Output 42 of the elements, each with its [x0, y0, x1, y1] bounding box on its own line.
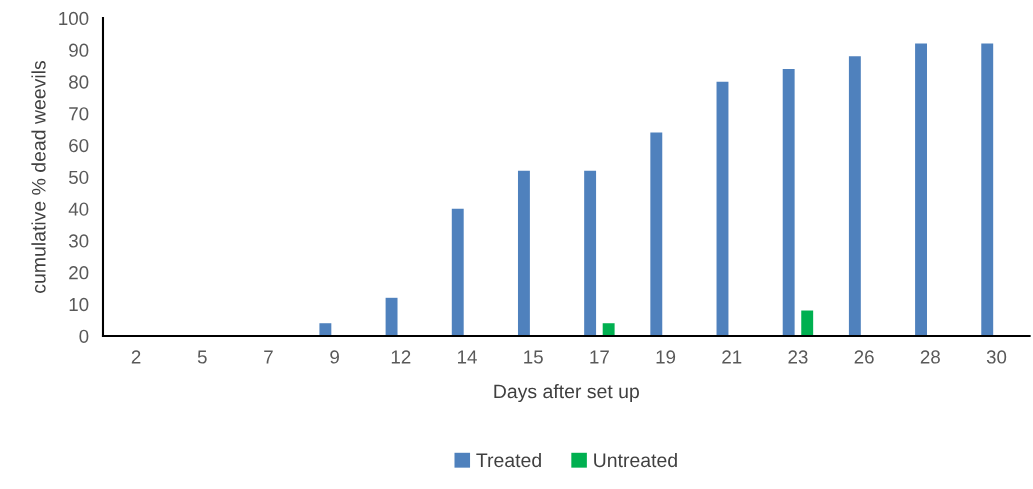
y-tick-label: 100: [59, 11, 89, 26]
bar: [716, 81, 729, 336]
bar: [517, 170, 530, 336]
x-tick-label: 2: [131, 350, 141, 364]
bar: [915, 43, 927, 336]
y-tick-label: 10: [69, 297, 89, 312]
x-tick-label: 19: [656, 350, 676, 364]
y-tick-label: 40: [68, 202, 89, 216]
x-tick-label: 30: [986, 350, 1007, 364]
bar: [385, 297, 398, 336]
x-tick-label: 12: [391, 350, 411, 364]
x-tick-label: 14: [458, 350, 477, 364]
x-tick-label: 28: [920, 350, 940, 364]
legend-label: Untreated: [594, 452, 677, 468]
x-tick-label: 21: [722, 350, 742, 364]
y-tick-label: 50: [69, 170, 89, 184]
bar: [602, 323, 615, 336]
y-tick-label: 90: [69, 43, 89, 57]
x-tick-label: 5: [197, 350, 207, 364]
y-tick-label: 20: [69, 266, 89, 280]
x-tick-label: 17: [590, 350, 609, 364]
y-tick-label: 60: [69, 138, 89, 153]
bar: [801, 310, 814, 336]
x-tick-label: 15: [524, 350, 543, 364]
x-axis-title: Days after set up: [494, 384, 639, 403]
y-tick-label: 80: [69, 75, 89, 89]
y-axis-title: cumulative % dead weevils: [31, 60, 46, 293]
x-tick-label: 9: [330, 350, 339, 364]
legend-label: Treated: [476, 452, 541, 468]
bar: [650, 132, 663, 336]
x-tick-label: 7: [264, 350, 273, 364]
bar: [782, 68, 795, 336]
x-tick-label: 26: [854, 350, 874, 364]
bar: [584, 170, 597, 336]
x-tick-label: 23: [788, 350, 808, 364]
bar: [451, 208, 464, 336]
y-tick-label: 30: [68, 234, 89, 248]
bar: [981, 43, 994, 336]
y-tick-label: 70: [69, 107, 89, 121]
bar: [319, 323, 332, 336]
bar: [848, 56, 861, 336]
y-tick-label: 0: [79, 329, 89, 343]
